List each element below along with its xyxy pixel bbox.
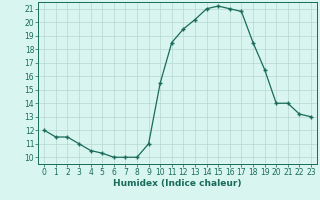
X-axis label: Humidex (Indice chaleur): Humidex (Indice chaleur) [113, 179, 242, 188]
